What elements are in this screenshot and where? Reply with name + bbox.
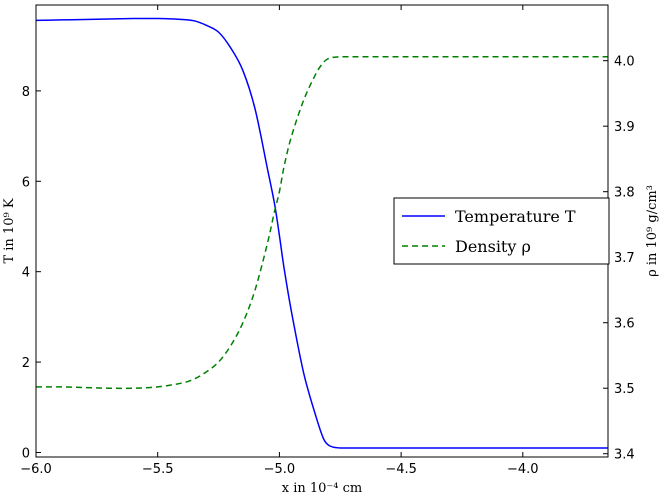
y-right-tick-label: 3.5 <box>614 382 635 397</box>
series-line-temperature <box>35 17 608 449</box>
y-left-tick-label: 2 <box>22 356 30 371</box>
legend-label-density: Density ρ <box>455 237 531 256</box>
y-left-tick-label: 0 <box>22 446 30 461</box>
x-tick-label: −5.5 <box>142 462 174 477</box>
y-right-tick-label: 3.8 <box>614 186 635 201</box>
y-left-tick-label: 8 <box>22 85 30 100</box>
y-right-tick-label: 3.6 <box>614 317 635 332</box>
legend: Temperature T Density ρ <box>393 197 610 265</box>
y-left-tick-label: 6 <box>22 175 30 190</box>
y-right-tick-label: 3.7 <box>614 251 635 266</box>
x-tick-label: −4.0 <box>507 462 539 477</box>
y-axis-left-label: T in 10⁹ K <box>2 198 17 263</box>
y-right-tick-label: 3.4 <box>614 448 635 463</box>
y-right-tick-label: 3.9 <box>614 120 635 135</box>
x-tick-label: −6.0 <box>20 462 52 477</box>
x-axis-label: x in 10⁻⁴ cm <box>282 481 362 496</box>
series-line-density <box>35 55 608 390</box>
y-axis-right-label: ρ in 10⁹ g/cm³ <box>645 185 660 277</box>
x-tick-label: −5.0 <box>264 462 296 477</box>
y-right-tick-label: 4.0 <box>614 55 635 70</box>
y-left-tick-label: 4 <box>22 266 30 281</box>
legend-box <box>393 197 610 265</box>
legend-label-temperature: Temperature T <box>455 207 576 226</box>
x-tick-label: −4.5 <box>385 462 417 477</box>
